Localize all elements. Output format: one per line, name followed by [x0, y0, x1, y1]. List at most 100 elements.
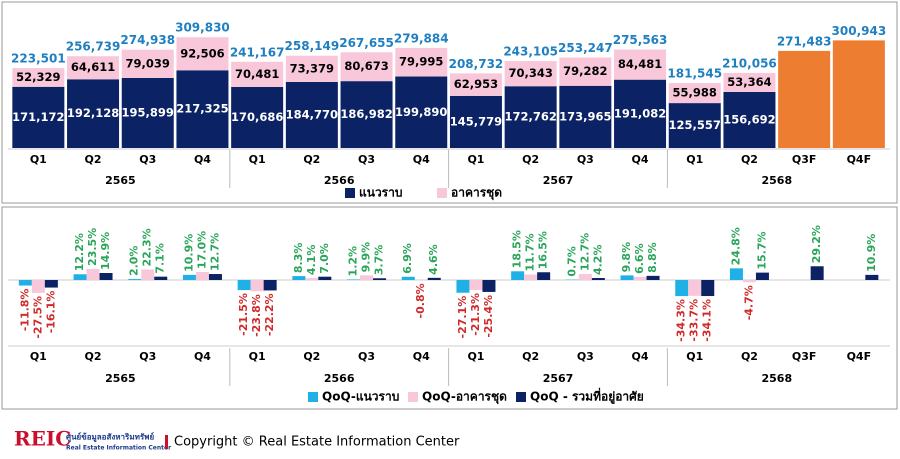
bar [482, 280, 496, 292]
group-label: 2565 [105, 174, 136, 187]
total-label: 274,938 [120, 33, 175, 47]
segment-label: 170,686 [231, 110, 283, 124]
bar-segment [176, 70, 229, 148]
value-label: -21.3% [469, 293, 482, 336]
segment-label: 92,506 [180, 46, 224, 60]
segment-label: 172,762 [504, 110, 556, 124]
bar-segment [340, 52, 393, 82]
total-label: 253,247 [558, 41, 613, 55]
group-label: 2566 [324, 372, 355, 385]
bar-segment [340, 81, 393, 148]
segment-label: 79,039 [126, 56, 170, 70]
org-th: ศูนย์ข้อมูลอสังหาริมทรัพย์ [66, 432, 154, 443]
legend-swatch [308, 392, 318, 402]
total-label: 271,483 [777, 34, 832, 48]
x-tick-label: Q3 [139, 153, 156, 166]
segment-label: 84,481 [618, 57, 662, 71]
legend-swatch [408, 392, 418, 402]
bar-segment [559, 57, 612, 86]
bar [263, 280, 277, 291]
logo-text: REIC [14, 427, 71, 451]
segment-label: 79,282 [563, 64, 607, 78]
x-tick-label: Q3F [792, 350, 817, 363]
total-label: 267,655 [339, 36, 394, 50]
legend-label: QoQ-อาคารชุด [422, 390, 507, 405]
bar [456, 280, 470, 293]
forecast-bar [832, 40, 885, 149]
value-label: -4.7% [742, 285, 755, 320]
total-label: 210,056 [722, 56, 777, 70]
value-label: -27.5% [31, 296, 44, 339]
value-label: 3.7% [373, 245, 386, 276]
value-label: 15.7% [755, 231, 768, 269]
x-tick-label: Q4 [413, 350, 430, 363]
bar-segment [231, 61, 284, 87]
total-label: 275,563 [613, 33, 668, 47]
x-tick-label: Q3 [577, 153, 594, 166]
segment-label: 62,953 [454, 77, 498, 91]
bar-segment [67, 79, 120, 148]
value-label: 12.7% [208, 233, 221, 271]
x-tick-label: Q4F [847, 153, 872, 166]
value-label: 6.9% [401, 243, 414, 274]
value-label: -34.1% [701, 299, 714, 342]
bar-segment [395, 47, 448, 77]
segment-label: 192,128 [67, 106, 119, 120]
legend-label: อาคารชุด [451, 186, 502, 201]
total-label: 309,830 [175, 21, 230, 35]
bar [182, 274, 196, 280]
bar-segment [504, 61, 557, 87]
segment-label: 145,779 [450, 114, 502, 128]
value-label: 4.6% [427, 244, 440, 275]
segment-label: 195,899 [122, 105, 174, 119]
value-label: 1.2% [347, 246, 360, 277]
total-label: 258,149 [285, 39, 340, 53]
x-tick-label: Q2 [522, 153, 539, 166]
value-label: 10.9% [182, 234, 195, 272]
legend-label: QoQ-แนวราบ [322, 390, 399, 404]
value-label: -16.1% [44, 291, 57, 334]
forecast-bar [778, 50, 831, 149]
bar [511, 271, 525, 280]
bar-segment [668, 83, 721, 104]
x-tick-label: Q1 [249, 350, 266, 363]
bar [292, 276, 306, 280]
value-label: 0.7% [565, 246, 578, 277]
segment-label: 70,343 [508, 66, 552, 80]
segment-label: 217,325 [176, 102, 228, 116]
bar-segment [231, 86, 284, 148]
group-label: 2568 [761, 372, 792, 385]
bar [73, 274, 87, 280]
bar [633, 276, 647, 280]
x-tick-label: Q2 [741, 153, 758, 166]
bar-segment [614, 79, 667, 148]
bar-segment [285, 55, 338, 82]
value-label: -11.8% [18, 289, 31, 332]
total-label: 256,739 [66, 40, 121, 54]
org-en: Real Estate Information Center [66, 445, 171, 452]
bar [305, 278, 319, 280]
x-tick-label: Q2 [85, 350, 102, 363]
value-label: -21.5% [237, 293, 250, 336]
bar [755, 272, 769, 280]
value-label: 9.9% [360, 242, 373, 273]
bar-segment [12, 68, 65, 87]
bar-segment [285, 81, 338, 148]
value-label: 8.8% [646, 242, 659, 273]
bar [524, 274, 538, 280]
value-label: -22.2% [263, 293, 276, 336]
divider [165, 435, 168, 449]
bar [237, 280, 251, 291]
value-label: -27.1% [456, 296, 469, 339]
bar [469, 280, 483, 291]
legend-swatch [516, 392, 526, 402]
segment-label: 64,611 [71, 60, 115, 74]
value-label: 12.7% [578, 233, 591, 271]
x-tick-label: Q1 [686, 153, 703, 166]
value-label: -25.4% [482, 295, 495, 338]
x-tick-label: Q4 [194, 153, 211, 166]
bar [128, 279, 142, 280]
bar [810, 266, 824, 280]
bar-segment [449, 73, 502, 96]
